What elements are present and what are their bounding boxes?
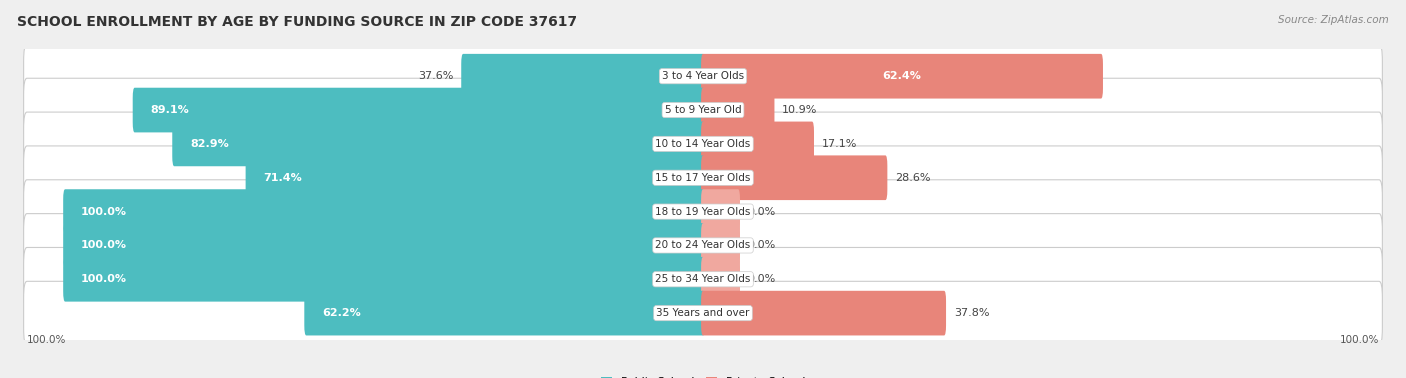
FancyBboxPatch shape — [461, 54, 704, 99]
Text: 62.4%: 62.4% — [883, 71, 921, 81]
Text: 0.0%: 0.0% — [748, 274, 776, 284]
Text: 15 to 17 Year Olds: 15 to 17 Year Olds — [655, 173, 751, 183]
Text: 100.0%: 100.0% — [1340, 335, 1379, 345]
Text: 25 to 34 Year Olds: 25 to 34 Year Olds — [655, 274, 751, 284]
FancyBboxPatch shape — [24, 180, 1382, 243]
Text: 100.0%: 100.0% — [82, 274, 127, 284]
Text: 35 Years and over: 35 Years and over — [657, 308, 749, 318]
Text: 62.2%: 62.2% — [322, 308, 361, 318]
Text: 100.0%: 100.0% — [27, 335, 66, 345]
FancyBboxPatch shape — [63, 257, 704, 302]
Text: 100.0%: 100.0% — [82, 240, 127, 251]
Text: 37.6%: 37.6% — [418, 71, 454, 81]
FancyBboxPatch shape — [24, 44, 1382, 108]
FancyBboxPatch shape — [702, 155, 887, 200]
FancyBboxPatch shape — [63, 189, 704, 234]
Text: 0.0%: 0.0% — [748, 240, 776, 251]
FancyBboxPatch shape — [173, 122, 704, 166]
Text: 3 to 4 Year Olds: 3 to 4 Year Olds — [662, 71, 744, 81]
FancyBboxPatch shape — [702, 223, 740, 268]
FancyBboxPatch shape — [702, 291, 946, 335]
FancyBboxPatch shape — [304, 291, 704, 335]
Text: 18 to 19 Year Olds: 18 to 19 Year Olds — [655, 207, 751, 217]
FancyBboxPatch shape — [24, 281, 1382, 345]
Text: SCHOOL ENROLLMENT BY AGE BY FUNDING SOURCE IN ZIP CODE 37617: SCHOOL ENROLLMENT BY AGE BY FUNDING SOUR… — [17, 15, 576, 29]
FancyBboxPatch shape — [702, 88, 775, 132]
Text: 71.4%: 71.4% — [263, 173, 302, 183]
Text: 0.0%: 0.0% — [748, 207, 776, 217]
Text: 82.9%: 82.9% — [190, 139, 229, 149]
Text: 5 to 9 Year Old: 5 to 9 Year Old — [665, 105, 741, 115]
FancyBboxPatch shape — [246, 155, 704, 200]
Text: 17.1%: 17.1% — [821, 139, 858, 149]
FancyBboxPatch shape — [24, 112, 1382, 176]
Text: 28.6%: 28.6% — [896, 173, 931, 183]
FancyBboxPatch shape — [132, 88, 704, 132]
Text: 20 to 24 Year Olds: 20 to 24 Year Olds — [655, 240, 751, 251]
Text: 100.0%: 100.0% — [82, 207, 127, 217]
Text: 37.8%: 37.8% — [953, 308, 990, 318]
Text: 89.1%: 89.1% — [150, 105, 190, 115]
Text: 10.9%: 10.9% — [782, 105, 817, 115]
FancyBboxPatch shape — [24, 248, 1382, 311]
FancyBboxPatch shape — [63, 223, 704, 268]
FancyBboxPatch shape — [702, 54, 1102, 99]
FancyBboxPatch shape — [24, 214, 1382, 277]
FancyBboxPatch shape — [702, 257, 740, 302]
FancyBboxPatch shape — [702, 189, 740, 234]
FancyBboxPatch shape — [24, 78, 1382, 142]
Text: 10 to 14 Year Olds: 10 to 14 Year Olds — [655, 139, 751, 149]
Text: Source: ZipAtlas.com: Source: ZipAtlas.com — [1278, 15, 1389, 25]
FancyBboxPatch shape — [702, 122, 814, 166]
FancyBboxPatch shape — [24, 146, 1382, 209]
Legend: Public School, Private School: Public School, Private School — [600, 377, 806, 378]
